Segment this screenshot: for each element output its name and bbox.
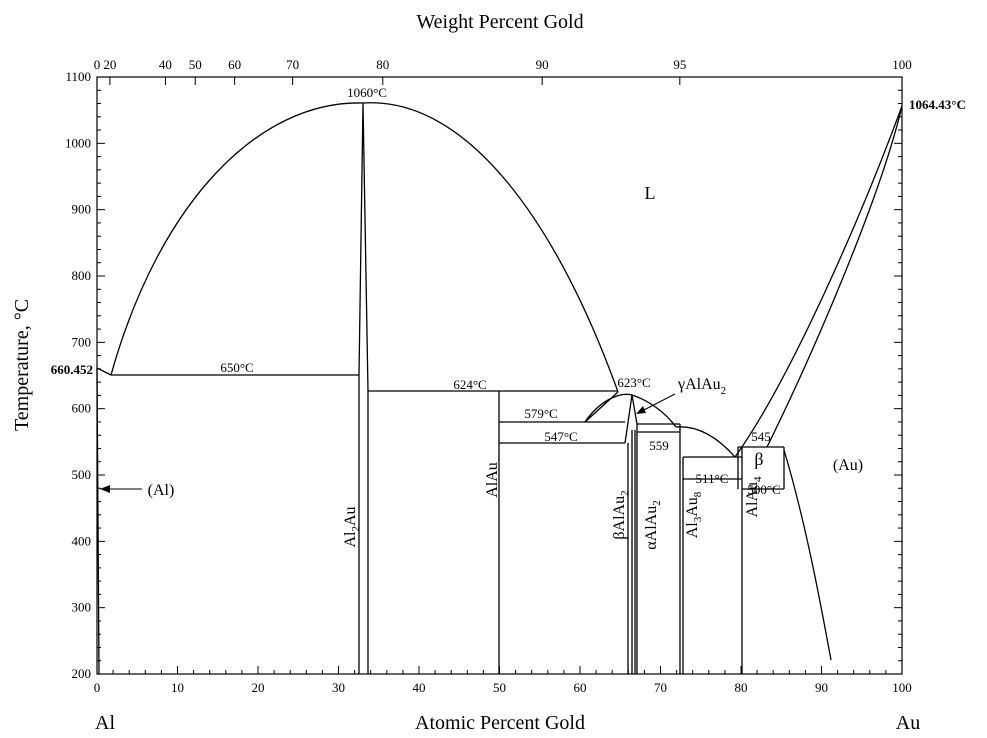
peak-623-label: 623°C xyxy=(617,375,650,390)
liquidus-au-lower xyxy=(734,105,903,458)
right-end-label: Au xyxy=(896,712,920,734)
eutectic-650-label: 650°C xyxy=(220,360,253,375)
left-tick-label: 900 xyxy=(72,202,92,217)
bottom-tick-label: 50 xyxy=(493,680,506,695)
bottom-tick-label: 0 xyxy=(94,680,101,695)
gamma-alau2-box xyxy=(624,394,638,444)
liquidus-al-side xyxy=(96,367,112,376)
t559-label: 559 xyxy=(649,438,669,453)
solidus-au xyxy=(766,105,903,448)
top-tick-label: 90 xyxy=(536,57,549,72)
top-tick-label: 50 xyxy=(189,57,202,72)
t545-label: 545 xyxy=(751,429,771,444)
top-axis-title: Weight Percent Gold xyxy=(416,11,583,33)
gamma-arrow xyxy=(636,393,676,414)
alau-label: AlAu xyxy=(484,462,501,498)
t547-label: 547°C xyxy=(544,429,577,444)
beta-alau2-label: βAlAu2 xyxy=(611,490,631,539)
bottom-tick-label: 30 xyxy=(332,680,345,695)
al-solid-label: (Al) xyxy=(148,482,175,499)
left-tick-label: 700 xyxy=(72,334,92,349)
bottom-tick-label: 40 xyxy=(413,680,426,695)
left-tick-label: 200 xyxy=(72,666,92,681)
liquidus-al2au-left xyxy=(110,102,364,376)
al3au8-label: Al3Au8 xyxy=(684,491,704,538)
bottom-tick-label: 80 xyxy=(735,680,748,695)
peak-1060-label: 1060°C xyxy=(347,85,387,100)
bottom-tick-label: 60 xyxy=(574,680,587,695)
top-tick-label: 95 xyxy=(673,57,686,72)
alpha-alau2-label: αAlAu2 xyxy=(643,500,663,549)
solidus-al xyxy=(96,367,100,675)
left-tick-label: 600 xyxy=(72,401,92,416)
top-tick-label: 100 xyxy=(892,57,912,72)
left-tick-label: 300 xyxy=(72,600,92,615)
bottom-tick-label: 20 xyxy=(252,680,265,695)
left-end-label: Al xyxy=(95,712,115,734)
au-melt-label: 1064.43°C xyxy=(909,97,966,112)
al-arrow xyxy=(100,485,142,493)
axis-ticks: 0 10 20 30 40 50 60 70 80 90 1000 20 40 50 60 70 80 90 95 1… xyxy=(65,57,912,695)
top-tick-label: 20 xyxy=(103,57,116,72)
alau4-label: AlAu4 xyxy=(744,476,764,518)
top-tick-label: 40 xyxy=(159,57,172,72)
t579-label: 579°C xyxy=(524,406,557,421)
top-tick-label: 70 xyxy=(286,57,299,72)
liquidus-al3au8-dome xyxy=(675,426,736,458)
left-tick-label: 400 xyxy=(72,533,92,548)
bottom-axis-title: Atomic Percent Gold xyxy=(415,712,585,734)
t500-label: 500°C xyxy=(747,482,780,497)
liquidus-al2au-right xyxy=(362,102,619,393)
al2au-peak xyxy=(358,102,369,392)
bottom-tick-label: 100 xyxy=(892,680,912,695)
eutectic-624-label: 624°C xyxy=(453,377,486,392)
au-solid-label: (Au) xyxy=(833,457,863,474)
left-tick-label: 800 xyxy=(72,268,92,283)
bottom-tick-label: 10 xyxy=(171,680,184,695)
left-axis-title: Temperature, °C xyxy=(11,299,33,431)
al2au-label: Al2Au xyxy=(342,506,362,547)
liquid-label: L xyxy=(645,183,656,203)
top-tick-label: 60 xyxy=(228,57,241,72)
left-tick-label: 1100 xyxy=(65,69,91,84)
bottom-tick-label: 90 xyxy=(815,680,828,695)
beta-label: β xyxy=(754,449,763,469)
gamma-alau2-label: γAlAu2 xyxy=(677,376,726,397)
phase-boundaries xyxy=(96,102,903,675)
left-tick-label: 500 xyxy=(72,467,92,482)
liquidus-alau-alau2 xyxy=(584,391,619,423)
solvus-au xyxy=(783,449,832,661)
t511-label: 511°C xyxy=(696,471,729,486)
al-melt-label: 660.452 xyxy=(51,362,93,377)
bottom-tick-label: 70 xyxy=(654,680,667,695)
top-tick-label: 80 xyxy=(376,57,389,72)
top-tick-label: 0 xyxy=(94,57,101,72)
left-tick-label: 1000 xyxy=(65,135,91,150)
